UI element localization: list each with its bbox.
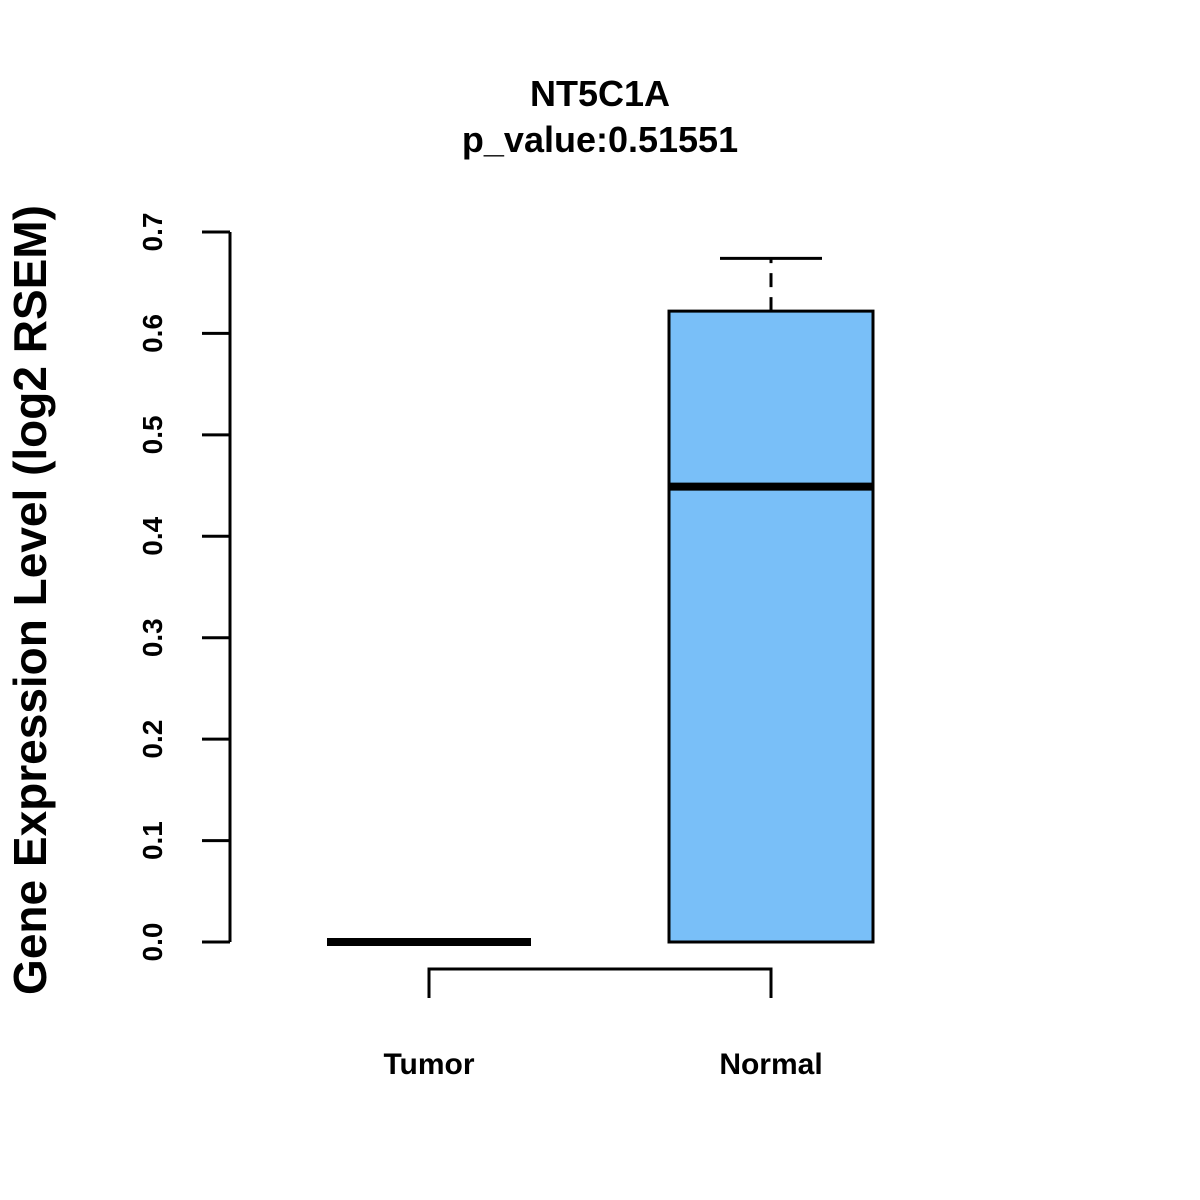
chart-title: NT5C1A — [530, 73, 670, 114]
y-tick-label: 0.4 — [137, 516, 168, 555]
y-tick-label: 0.3 — [137, 618, 168, 657]
y-axis-label: Gene Expression Level (log2 RSEM) — [4, 205, 56, 995]
comparison-bracket — [427, 967, 773, 998]
box-body — [667, 309, 875, 944]
y-tick-label: 0.1 — [137, 821, 168, 860]
box-tumor: Tumor — [327, 938, 531, 1081]
x-category-label: Tumor — [383, 1048, 474, 1081]
plot-area: 0.0 0.1 0.2 0.3 0.4 0.5 0.6 0.7 Tumor Normal — [137, 213, 875, 1081]
chart-subtitle: p_value:0.51551 — [462, 119, 738, 160]
y-tick-label: 0.0 — [137, 923, 168, 962]
y-tick-label: 0.7 — [137, 213, 168, 252]
x-category-label: Normal — [719, 1048, 822, 1081]
y-tick-label: 0.2 — [137, 720, 168, 759]
y-tick-label: 0.6 — [137, 314, 168, 353]
y-tick-label: 0.5 — [137, 415, 168, 454]
box-normal: Normal — [667, 256, 875, 1081]
